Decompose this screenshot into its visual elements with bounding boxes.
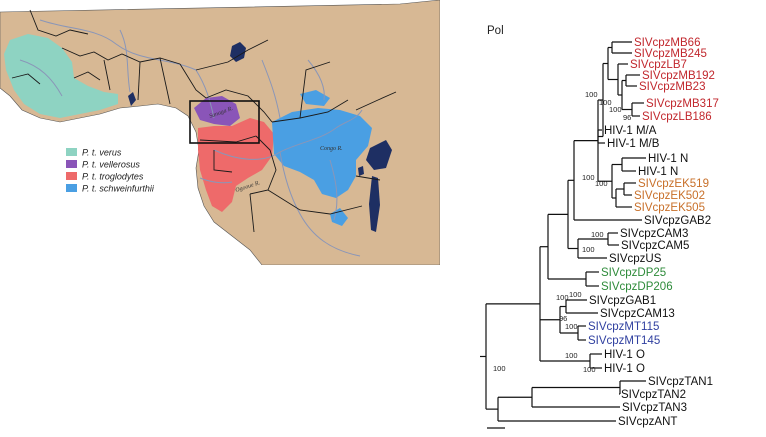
- legend-swatch: [66, 172, 77, 180]
- bootstrap-value: 100: [591, 230, 604, 239]
- tree-leaves: SIVcpzMB66SIVcpzMB245SIVcpzLB7SIVcpzMB19…: [588, 37, 719, 428]
- tree-leaf-label: SIVcpzMB66: [634, 37, 700, 49]
- chimpanzee-range-map: Sanaga R. Congo R. Ogooue R. P. t. verus…: [0, 0, 440, 265]
- phylogenetic-tree: Pol SIVcpzMB66SIVcpzMB245SIVcpzLB7SIVcpz…: [480, 25, 719, 429]
- legend-label: P. t. vellerosus: [82, 160, 140, 170]
- bootstrap-value: 96: [559, 314, 567, 323]
- bootstrap-value: 96: [623, 113, 631, 122]
- label-congo: Congo R.: [320, 146, 343, 152]
- range-schweinfurthii: [272, 108, 372, 198]
- bootstrap-value: 100: [569, 290, 582, 299]
- tree-leaf-label: SIVcpzMB23: [639, 81, 705, 93]
- bootstrap-values: 1001001009610010010010010010096100100100…: [493, 90, 631, 374]
- tree-leaf-label: SIVcpzTAN3: [622, 402, 687, 414]
- bootstrap-value: 100: [609, 105, 622, 114]
- tree-leaf-label: HIV-1 M/A: [604, 125, 657, 137]
- lake-chad: [230, 42, 246, 62]
- bootstrap-value: 100: [493, 364, 506, 373]
- legend-item-verus: P. t. verus: [66, 148, 122, 158]
- tree-leaf-label: SIVcpzDP206: [601, 281, 673, 293]
- tree-leaf-label: SIVcpzCAM13: [600, 308, 675, 320]
- tree-leaf-label: SIVcpzCAM3: [620, 228, 688, 240]
- tree-leaf-label: HIV-1 N: [648, 153, 688, 165]
- tree-leaf-label: SIVcpzDP25: [601, 267, 666, 279]
- legend-item-troglodytes: P. t. troglodytes: [66, 172, 144, 182]
- tree-leaf-label: SIVcpzMB192: [642, 70, 715, 82]
- legend-swatch: [66, 148, 77, 156]
- range-vellerosus: [194, 96, 240, 126]
- lake-tanganyika: [369, 176, 380, 232]
- tree-leaf-label: SIVcpzEK505: [634, 202, 705, 214]
- tree-title: Pol: [487, 25, 504, 37]
- country-borders: [11, 9, 397, 233]
- rivers: [19, 19, 363, 257]
- tree-leaf-label: SIVcpzTAN1: [648, 376, 713, 388]
- bootstrap-value: 100: [565, 351, 578, 360]
- tree-leaf-label: SIVcpzGAB2: [644, 215, 711, 227]
- tree-leaf-label: SIVcpzTAN2: [621, 389, 686, 401]
- bootstrap-value: 100: [595, 179, 608, 188]
- tree-leaf-label: SIVcpzMT115: [588, 321, 659, 333]
- tree-leaf-label: SIVcpzMB317: [646, 98, 719, 110]
- tree-leaf-label: SIVcpzLB186: [642, 111, 712, 123]
- tree-leaf-label: HIV-1 M/B: [607, 138, 660, 150]
- lake-small: [358, 166, 364, 176]
- legend-label: P. t. troglodytes: [82, 172, 144, 182]
- tree-leaf-label: SIVcpzMB245: [634, 48, 707, 60]
- bootstrap-value: 100: [565, 322, 578, 331]
- tree-leaf-label: SIVcpzEK519: [638, 178, 709, 190]
- bootstrap-value: 100: [582, 173, 595, 182]
- tree-leaf-label: SIVcpzGAB1: [589, 295, 656, 307]
- bootstrap-value: 100: [556, 293, 569, 302]
- range-verus: [4, 34, 118, 118]
- tree-branches: [480, 41, 646, 422]
- range-troglodytes: [198, 118, 274, 212]
- tree-leaf-label: SIVcpzMT145: [588, 335, 660, 347]
- tree-leaf-label: SIVcpzEK502: [634, 190, 705, 202]
- tree-leaf-label: SIVcpzUS: [609, 253, 662, 265]
- bootstrap-value: 100: [582, 245, 595, 254]
- legend-swatch: [66, 160, 77, 168]
- tree-leaf-label: SIVcpzLB7: [630, 59, 687, 71]
- tree-leaf-label: SIVcpzCAM5: [621, 240, 689, 252]
- bootstrap-value: 100: [599, 98, 612, 107]
- highlight-box: [189, 100, 260, 144]
- legend-item-vellerosus: P. t. vellerosus: [66, 160, 140, 170]
- legend-label: P. t. schweinfurthii: [82, 184, 155, 194]
- lake-volta: [128, 92, 136, 106]
- tree-leaf-label: HIV-1 N: [638, 166, 678, 178]
- lake-kivu: [366, 140, 392, 170]
- tree-leaf-label: HIV-1 O: [604, 363, 645, 375]
- bootstrap-value: 100: [583, 365, 596, 374]
- legend-item-schweinfurthii: P. t. schweinfurthii: [66, 184, 155, 194]
- map-legend: P. t. verus P. t. vellerosus P. t. trogl…: [66, 148, 155, 194]
- legend-swatch: [66, 184, 77, 192]
- tree-leaf-label: SIVcpzANT: [618, 416, 677, 428]
- legend-label: P. t. verus: [82, 148, 122, 158]
- tree-leaf-label: HIV-1 O: [604, 349, 645, 361]
- range-schweinfurthii-north: [300, 90, 330, 106]
- bootstrap-value: 100: [585, 90, 598, 99]
